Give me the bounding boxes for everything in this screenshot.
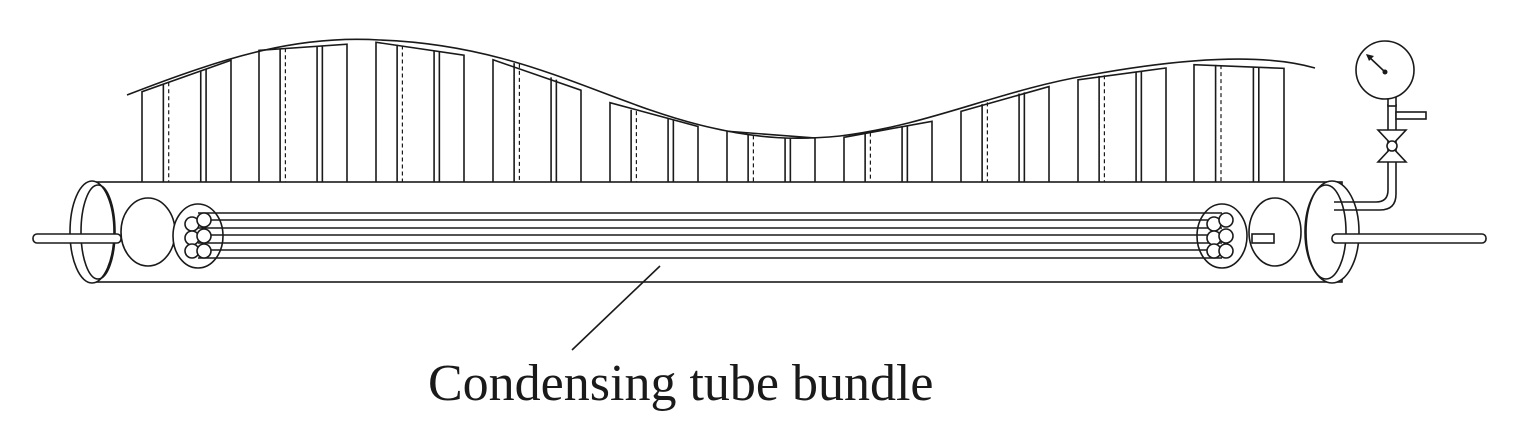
fin-group-1 bbox=[141, 59, 232, 193]
fin-group-4 bbox=[492, 58, 582, 193]
outlet-pipe bbox=[1251, 233, 1487, 244]
fin-outline bbox=[375, 41, 465, 193]
fin-envelope-curve bbox=[126, 38, 1316, 140]
fin-group-7 bbox=[843, 120, 933, 193]
condenser-shell bbox=[69, 180, 1360, 284]
fin-group-3 bbox=[375, 41, 465, 193]
fin-outline bbox=[609, 101, 699, 193]
label-leader-line bbox=[571, 265, 661, 351]
fin-outline bbox=[141, 59, 232, 193]
fin-group-2 bbox=[258, 43, 348, 193]
tube-bundle bbox=[172, 203, 1248, 269]
fin-group-8 bbox=[960, 85, 1050, 193]
shell-left-end bbox=[69, 180, 115, 284]
fin-outline bbox=[1193, 63, 1285, 193]
cooling-fin-array bbox=[141, 41, 1285, 193]
fin-outline bbox=[726, 130, 816, 193]
fin-outline bbox=[258, 43, 348, 193]
inlet-pipe bbox=[32, 233, 122, 244]
fin-group-9 bbox=[1077, 67, 1167, 193]
tube-bundle-label: Condensing tube bundle bbox=[428, 355, 934, 412]
fin-group-5 bbox=[609, 101, 699, 193]
fin-group-10 bbox=[1193, 63, 1285, 193]
fin-outline bbox=[843, 120, 933, 193]
fin-outline bbox=[960, 85, 1050, 193]
valve-icon bbox=[1376, 129, 1408, 163]
pressure-gauge bbox=[1355, 40, 1415, 100]
fin-outline bbox=[492, 58, 582, 193]
gauge-riser bbox=[1334, 40, 1427, 211]
shell-right-end bbox=[1304, 180, 1360, 284]
fin-outline bbox=[1077, 67, 1167, 193]
